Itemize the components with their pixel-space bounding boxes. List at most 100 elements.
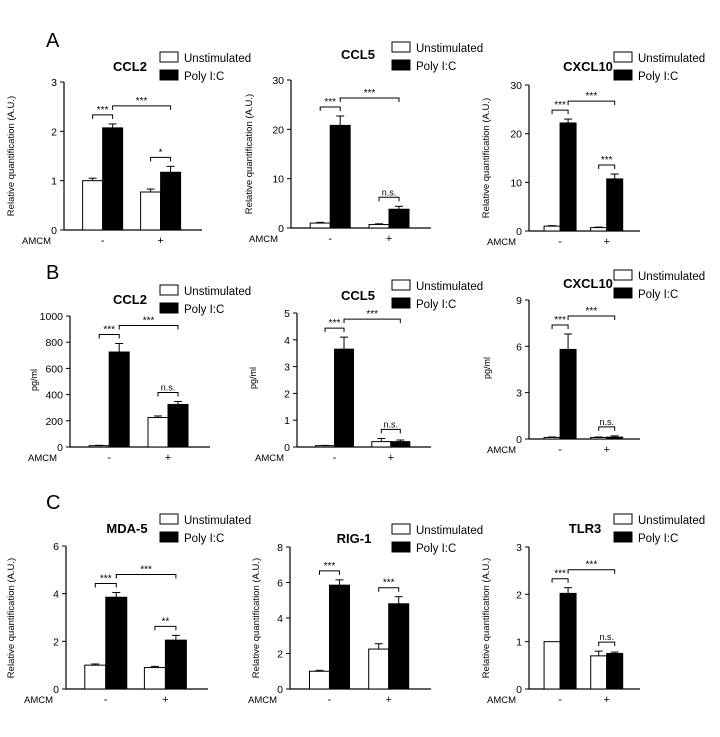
y-axis-label: Relative quantification (A.U.)	[6, 96, 17, 216]
significance-bracket	[551, 324, 569, 329]
chart-title: CXCL10	[563, 59, 613, 74]
treatment-axis-label: AMCM	[249, 234, 278, 245]
y-tick-label: 6	[277, 578, 283, 590]
bar-polyic-plus	[164, 639, 187, 690]
bar-polyic-minus	[334, 348, 355, 448]
x-tick-label: +	[162, 694, 168, 706]
bar-unstimulated-plus	[147, 417, 169, 448]
bar-unstimulated-minus	[543, 641, 561, 690]
panel-label-b: B	[46, 262, 60, 284]
legend-swatch	[391, 279, 411, 291]
significance-label: n.s.	[382, 187, 397, 197]
significance-bracket	[343, 318, 401, 324]
x-tick-label: +	[603, 694, 609, 706]
y-tick-label: 20	[272, 124, 284, 136]
treatment-axis-label: AMCM	[22, 236, 51, 247]
bar-polyic-plus	[167, 403, 189, 448]
significance-label: **	[162, 616, 170, 627]
y-tick-label: 2	[53, 636, 59, 648]
x-tick-label: +	[385, 694, 391, 706]
significance-label: ***	[103, 325, 115, 336]
bar-polyic-minus	[108, 351, 130, 448]
y-tick-label: 800	[45, 337, 63, 349]
significance-label: ***	[366, 309, 378, 320]
panel-label-c: C	[46, 492, 61, 514]
chart-a-ccl5: CCL5 Unstimulated Poly I:C 0 10 20 30 Relative …	[244, 41, 483, 245]
treatment-axis-label: AMCM	[487, 695, 516, 706]
significance-bracket	[92, 114, 114, 119]
legend-label: Poly I:C	[638, 71, 678, 83]
legend-swatch	[613, 513, 633, 525]
legend-swatch	[391, 523, 411, 535]
y-axis-label: Relative quantification (A.U.)	[244, 94, 255, 214]
y-tick-label: 3	[284, 362, 290, 374]
significance-label: ***	[586, 91, 598, 102]
y-tick-label: 0	[278, 223, 284, 235]
significance-label: n.s.	[599, 417, 614, 427]
legend-label: Poly I:C	[638, 289, 678, 301]
significance-bracket	[324, 327, 345, 333]
bar-polyic-minus	[559, 122, 577, 232]
significance-label: ***	[586, 560, 598, 571]
bar-polyic-plus	[388, 603, 410, 690]
significance-bracket	[94, 582, 117, 588]
significance-label: ***	[554, 315, 566, 326]
significance-bracket	[115, 573, 177, 579]
chart-b-cxcl10: CXCL10 Unstimulated Poly I:C 0 3 6 9 pg/ml - + AMC…	[482, 269, 705, 456]
bar-polyic-plus	[606, 178, 624, 232]
y-tick-label: 6	[516, 341, 522, 353]
bar-polyic-minus	[328, 584, 350, 690]
chart-title: CCL2	[113, 59, 147, 74]
x-tick-label: -	[328, 233, 332, 245]
significance-label: ***	[136, 96, 148, 107]
bar-unstimulated-minus	[88, 445, 110, 448]
legend-label: Unstimulated	[416, 43, 483, 55]
legend-swatch	[613, 531, 633, 543]
y-tick-label: 4	[53, 589, 59, 601]
bar-unstimulated-plus	[590, 227, 608, 232]
treatment-axis-label: AMCM	[487, 445, 516, 456]
legend-swatch	[613, 269, 633, 281]
legend-label: Unstimulated	[416, 281, 483, 293]
legend-swatch	[159, 513, 179, 525]
x-tick-label: +	[603, 236, 609, 248]
y-tick-label: 5	[284, 308, 290, 320]
y-tick-label: 3	[516, 542, 522, 554]
significance-bracket	[551, 109, 569, 115]
y-tick-label: 0	[277, 684, 283, 696]
bar-unstimulated-plus	[371, 441, 392, 448]
legend-label: Poly I:C	[416, 543, 456, 555]
y-tick-label: 0	[516, 226, 522, 238]
chart-a-ccl2: CCL2 Unstimulated Poly I:C 0 1 2 3 Relative qua…	[6, 51, 251, 247]
significance-label: ***	[143, 316, 155, 327]
bar-unstimulated-minus	[84, 664, 107, 690]
bar-unstimulated-minus	[543, 436, 561, 440]
treatment-axis-label: AMCM	[28, 453, 57, 464]
chart-title: CCL2	[113, 292, 147, 307]
bar-unstimulated-minus	[82, 180, 104, 231]
significance-bracket	[598, 164, 616, 170]
significance-bracket	[339, 97, 400, 103]
y-axis-label: Relative quantification (A.U.)	[481, 558, 492, 678]
significance-label: ***	[364, 88, 376, 99]
y-tick-label: 3	[516, 388, 522, 400]
legend-label: Poly I:C	[184, 533, 224, 545]
x-tick-label: +	[388, 452, 394, 464]
legend-label: Poly I:C	[184, 71, 224, 83]
x-tick-label: -	[104, 694, 108, 706]
x-tick-label: -	[328, 694, 332, 706]
y-tick-label: 2	[284, 388, 290, 400]
significance-label: n.s.	[161, 383, 176, 393]
legend-swatch	[159, 531, 179, 543]
legend-label: Unstimulated	[638, 271, 705, 283]
y-tick-label: 9	[516, 295, 522, 307]
bar-polyic-plus	[388, 208, 410, 229]
y-axis-label: Relative quantification (A.U.)	[251, 558, 262, 678]
panel-label-a: A	[46, 30, 60, 52]
bar-unstimulated-plus	[590, 655, 608, 690]
significance-bracket	[567, 100, 616, 106]
bar-polyic-plus	[390, 441, 411, 448]
y-tick-label: 0	[53, 684, 59, 696]
significance-label: ***	[100, 573, 112, 584]
y-tick-label: 4	[284, 335, 290, 347]
